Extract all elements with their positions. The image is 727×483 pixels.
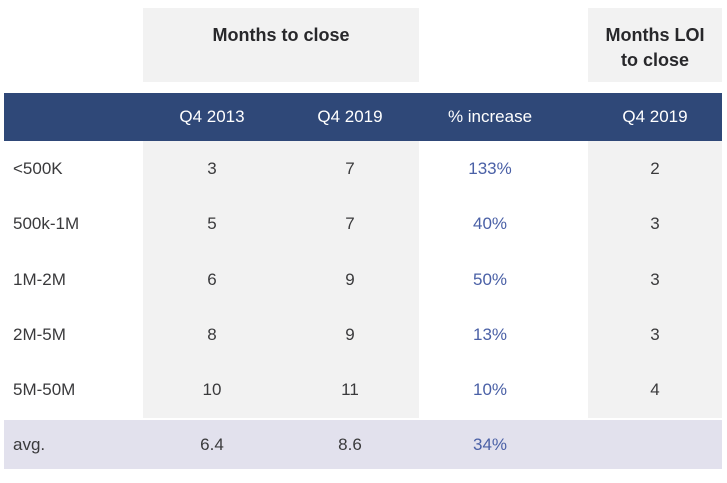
cell-q4-2019: 9 (345, 269, 355, 289)
row-label: <500K (13, 158, 63, 178)
cell-loi: 3 (650, 324, 660, 344)
table-row: <500K 3 7 133% 2 (4, 141, 722, 196)
table-row: 500k-1M 5 7 40% 3 (4, 196, 722, 251)
column-group-label: Months to close (212, 25, 350, 45)
cell-q4-2013: 8 (207, 324, 217, 344)
cell-q4-2019: 7 (345, 158, 355, 178)
footer-pct-increase-avg: 34% (472, 434, 508, 454)
cell-pct-increase: 50% (472, 269, 508, 289)
cell-q4-2019: 9 (345, 324, 355, 344)
table-header-row: Q4 2013 Q4 2019 % increase Q4 2019 (4, 93, 722, 141)
footer-q4-2013-avg: 6.4 (200, 434, 224, 454)
table-body: <500K 3 7 133% 2 500k-1M 5 7 40% 3 1M-2M… (4, 141, 722, 418)
column-stripe-loi (588, 141, 722, 418)
column-group-label-line2: to close (620, 50, 690, 70)
row-label: 2M-5M (13, 324, 66, 344)
header-cell-q4-2019: Q4 2019 (317, 107, 383, 126)
table-row: 1M-2M 6 9 50% 3 (4, 252, 722, 307)
header-cell-pct-increase: % increase (447, 107, 533, 126)
row-label: 5M-50M (13, 380, 76, 400)
cell-q4-2013: 5 (207, 214, 217, 234)
cell-q4-2019: 11 (341, 380, 359, 400)
column-group-months-to-close: Months to close (143, 8, 419, 82)
cell-loi: 4 (650, 380, 660, 400)
cell-pct-increase: 40% (472, 214, 508, 234)
header-cell-loi-q4-2019: Q4 2019 (622, 107, 688, 126)
cell-pct-increase: 133% (468, 158, 512, 178)
cell-loi: 3 (650, 214, 660, 234)
cell-q4-2013: 6 (207, 269, 217, 289)
cell-q4-2019: 7 (345, 214, 355, 234)
cell-q4-2013: 10 (202, 380, 222, 400)
cell-pct-increase: 10% (472, 380, 508, 400)
table-row: 5M-50M 10 11 10% 4 (4, 363, 722, 418)
row-label: 500k-1M (13, 214, 80, 234)
footer-q4-2019-avg: 8.6 (338, 434, 362, 454)
column-group-months-loi-to-close: Months LOI to close (588, 8, 722, 82)
header-cell-q4-2013: Q4 2013 (179, 107, 245, 126)
table-row: 2M-5M 8 9 13% 3 (4, 307, 722, 362)
cell-pct-increase: 13% (472, 324, 508, 344)
cell-loi: 3 (650, 269, 660, 289)
table-footer-row: avg. 6.4 8.6 34% (4, 420, 722, 469)
cell-q4-2013: 3 (207, 158, 217, 178)
footer-label: avg. (13, 434, 46, 454)
cell-loi: 2 (650, 158, 660, 178)
row-label: 1M-2M (13, 269, 66, 289)
column-group-label-line1: Months LOI (605, 25, 705, 45)
column-stripe-months-to-close (143, 141, 419, 418)
